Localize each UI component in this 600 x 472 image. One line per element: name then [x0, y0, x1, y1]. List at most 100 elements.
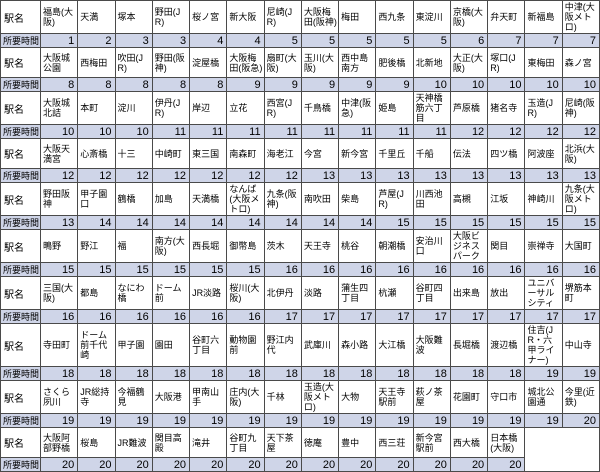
- station-name-cell: 桜島: [77, 427, 116, 458]
- travel-time-cell: 4: [226, 33, 265, 48]
- station-name-cell: 中山寺: [561, 323, 600, 367]
- travel-time-cell: 5: [300, 33, 340, 48]
- station-name-cell: 南森町: [226, 138, 265, 169]
- travel-time-cell: 10: [524, 77, 563, 92]
- station-name-cell: 新今宮駅前: [412, 427, 451, 458]
- station-name-cell: 岸辺: [189, 91, 228, 125]
- station-name-cell: さくら夙川: [39, 380, 79, 414]
- station-name-cell: 園田: [151, 323, 191, 367]
- travel-time-cell: 13: [449, 168, 489, 183]
- travel-time-cell: 8: [114, 77, 153, 92]
- station-name-cell: 中津(阪急): [338, 91, 377, 125]
- station-name-cell: 萩ノ茶屋: [412, 380, 451, 414]
- travel-time-cell: 10: [114, 124, 153, 139]
- station-name-cell: 桜川(大阪): [226, 276, 265, 310]
- travel-time-cell: 5: [375, 33, 414, 48]
- station-name-cell: 今里(近鉄): [561, 380, 600, 414]
- travel-time-cell: 19: [226, 413, 265, 428]
- travel-time-cell: 11: [300, 124, 340, 139]
- station-name-cell: 谷町四丁目: [412, 276, 451, 310]
- station-name-cell: 長堀橋: [449, 323, 489, 367]
- station-name-cell: 庄内(大阪): [226, 380, 265, 414]
- travel-time-cell: 9: [226, 77, 265, 92]
- travel-time-cell: 16: [449, 262, 489, 277]
- travel-time-cell: 19: [77, 413, 116, 428]
- station-row: 駅名 福島(大阪) 天満 塚本 野田(JR) 桜ノ宮 新大阪 尼崎(JR) 大阪梅田(阪神) 梅田…: [0, 0, 600, 34]
- station-name-cell: 甲子園: [114, 323, 153, 367]
- station-name-cell: 福: [114, 229, 153, 263]
- station-name-cell: 鴫野: [39, 229, 79, 263]
- travel-time-cell: 10: [412, 77, 451, 92]
- row-header-time: 所要時間: [0, 366, 41, 381]
- row-header-time: 所要時間: [0, 168, 41, 183]
- travel-time-cell: 15: [412, 215, 451, 230]
- travel-time-cell: 9: [300, 77, 340, 92]
- row-header-station: 駅名: [0, 182, 41, 216]
- travel-time-cell: 16: [300, 262, 340, 277]
- travel-time-cell: 19: [39, 413, 79, 428]
- travel-time-cell: 20: [375, 457, 414, 472]
- travel-time-cell: 18: [338, 366, 377, 381]
- station-row: 駅名 大阪城公園 西梅田 吹田(JR) 野田(阪神) 淀屋橋 大阪梅田(阪急) 扇町(大阪) 玉…: [0, 47, 600, 78]
- travel-time-cell: 20: [300, 457, 340, 472]
- travel-time-cell: 16: [151, 309, 191, 324]
- travel-time-cell: 7: [561, 33, 600, 48]
- travel-time-cell: 17: [449, 309, 489, 324]
- travel-time-cell: 5: [412, 33, 451, 48]
- station-row: 駅名 鴫野 野江福南方(大阪) 西長堀 御幣島 茨木 天王寺 桃谷 朝潮橋 安治川口 大阪ビジネスパ…: [0, 229, 600, 263]
- station-name-cell: 安治川口: [412, 229, 451, 263]
- travel-time-cell: 16: [375, 262, 414, 277]
- station-name-cell: 天満: [77, 0, 116, 34]
- station-name-cell: 関目: [487, 229, 526, 263]
- travel-time-cell: 16: [189, 309, 228, 324]
- station-name-cell: 森ノ宮: [561, 47, 600, 78]
- station-name-cell: 伊丹(JR): [151, 91, 191, 125]
- travel-time-cell: 2: [77, 33, 116, 48]
- time-row: 所要時間 15 15 15 15 15 15 16 16 16 16 16 16 16 16 16: [0, 262, 600, 277]
- travel-time-cell: 20: [412, 457, 451, 472]
- station-name-cell: 花園町: [449, 380, 489, 414]
- station-name-cell: 高槻: [449, 182, 489, 216]
- travel-time-cell: 10: [561, 77, 600, 92]
- travel-time-cell: 6: [449, 33, 489, 48]
- travel-time-cell: 20: [151, 457, 191, 472]
- travel-time-cell: 9: [338, 77, 377, 92]
- travel-time-cell: 18: [412, 366, 451, 381]
- travel-time-cell: 11: [263, 124, 302, 139]
- station-name-cell: 西三荘: [375, 427, 414, 458]
- station-name-cell: 東梅田: [524, 47, 563, 78]
- station-name-cell: 住吉(JR・六甲ライナー): [524, 323, 563, 367]
- station-name-cell: 玉造(JR): [524, 91, 563, 125]
- station-name-cell: 大阪天満宮: [39, 138, 79, 169]
- travel-time-cell: 12: [114, 168, 153, 183]
- row-header-station: 駅名: [0, 427, 41, 458]
- time-row: 所要時間 16 16 16 16 16 16 17 17 17 17 17 17 17 17 17: [0, 309, 600, 324]
- row-header-station: 駅名: [0, 91, 41, 125]
- station-name-cell: 武庫川: [300, 323, 340, 367]
- station-name-cell: 大阪城北詰: [39, 91, 79, 125]
- travel-time-cell: 15: [151, 262, 191, 277]
- station-name-cell: 北新地: [412, 47, 451, 78]
- row-header-time: 所要時間: [0, 309, 41, 324]
- station-name-cell: 天王寺: [300, 229, 340, 263]
- station-name-cell: 淀屋橋: [189, 47, 228, 78]
- station-name-cell: 出来島: [449, 276, 489, 310]
- travel-time-cell: 20: [77, 457, 116, 472]
- station-name-cell: 御幣島: [226, 229, 265, 263]
- travel-time-cell: 18: [39, 366, 79, 381]
- travel-time-cell: 7: [487, 33, 526, 48]
- station-name-cell: 千船: [412, 138, 451, 169]
- travel-time-cell: 17: [524, 309, 563, 324]
- station-name-cell: 渡辺橋: [487, 323, 526, 367]
- station-name-cell: 四ツ橋: [487, 138, 526, 169]
- station-name-cell: 大正(大阪): [449, 47, 489, 78]
- station-name-cell: 野田(JR): [151, 0, 191, 34]
- travel-time-cell: 12: [449, 124, 489, 139]
- travel-time-cell: 12: [524, 124, 563, 139]
- travel-time-cell: 13: [561, 168, 600, 183]
- travel-time-cell: 5: [263, 33, 302, 48]
- travel-time-cell: 19: [412, 413, 451, 428]
- travel-time-cell: 16: [524, 262, 563, 277]
- travel-time-cell: 18: [449, 366, 489, 381]
- station-name-cell: 森小路: [338, 323, 377, 367]
